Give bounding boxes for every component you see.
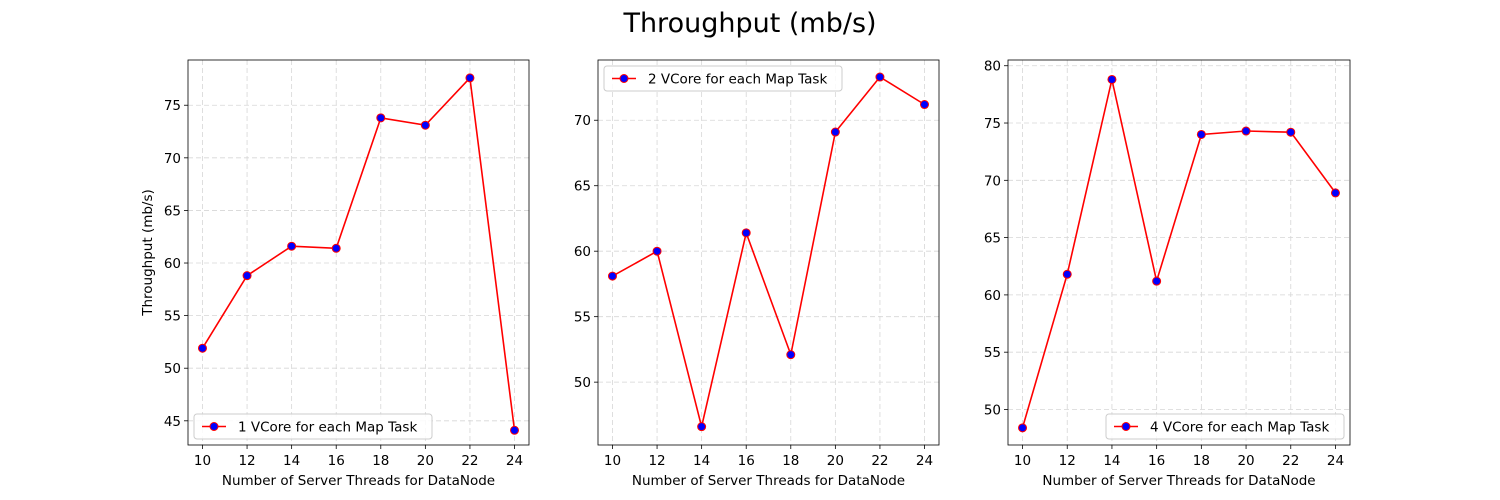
legend: 1 VCore for each Map Task [193, 413, 433, 440]
axes-frame [187, 59, 530, 446]
x-tick-label: 14 [1103, 453, 1120, 469]
data-point [1330, 188, 1340, 198]
series-line [201, 76, 516, 431]
chart-panel-2: 10 12 14 16 18 20 22 24 50 55 60 65 70 Number of Serv… [574, 59, 940, 489]
data-point [1152, 276, 1162, 286]
x-tick-label: 18 [1193, 453, 1210, 469]
chart-panel-1: 10 12 14 16 18 20 22 24 45 50 55 60 65 70 75 Number of … [140, 59, 530, 489]
x-tick-label: 24 [506, 453, 523, 469]
chart-panel-3: 10 12 14 16 18 20 22 24 50 55 60 65 70 75 80 Number of … [984, 59, 1351, 489]
y-tick-label: 55 [984, 345, 1001, 361]
data-point [287, 241, 297, 251]
data-point [920, 100, 930, 110]
axes-frame [1007, 59, 1351, 446]
legend-marker-swatch [619, 74, 629, 83]
legend-label: 4 VCore for each Map Task [1150, 420, 1329, 436]
data-point [1196, 129, 1206, 139]
x-axis-label: Number of Server Threads for DataNode [632, 473, 905, 489]
y-tick-label: 70 [574, 113, 591, 129]
data-point [331, 243, 341, 253]
chart-panels: 10 12 14 16 18 20 22 24 45 50 55 60 65 70 75 Number of … [140, 59, 1351, 489]
x-tick-label: 24 [916, 453, 933, 469]
plot-area [1008, 60, 1350, 445]
data-point [607, 271, 617, 281]
y-tick-label: 55 [164, 309, 181, 325]
x-tick-label: 22 [871, 453, 888, 469]
data-point [465, 73, 475, 83]
data-point [652, 246, 662, 256]
legend: 2 VCore for each Map Task [603, 65, 843, 92]
y-tick-label: 65 [984, 231, 1001, 247]
x-axis-label: Number of Server Threads for DataNode [1042, 473, 1315, 489]
axes-frame [597, 59, 940, 446]
data-point [1018, 423, 1028, 433]
data-point [197, 343, 207, 353]
y-tick-label: 60 [984, 288, 1001, 304]
legend-marker-swatch [209, 422, 219, 431]
data-point [242, 271, 252, 281]
x-tick-label: 16 [1148, 453, 1165, 469]
x-axis-label: Number of Server Threads for DataNode [222, 473, 495, 489]
x-tick-label: 14 [283, 453, 300, 469]
plot-area [188, 60, 529, 445]
data-point [1286, 127, 1296, 137]
y-tick-label: 50 [984, 402, 1001, 418]
legend-box [1105, 413, 1345, 440]
data-point [741, 228, 751, 238]
data-point [875, 72, 885, 82]
x-tick-label: 10 [604, 453, 621, 469]
y-tick-label: 45 [164, 414, 181, 430]
x-tick-label: 16 [328, 453, 345, 469]
x-tick-label: 24 [1327, 453, 1344, 469]
y-tick-label: 55 [574, 310, 591, 326]
y-tick-label: 60 [574, 244, 591, 260]
x-tick-label: 20 [417, 453, 434, 469]
x-tick-label: 10 [194, 453, 211, 469]
y-tick-label: 60 [164, 256, 181, 272]
y-axis-label: Throughput (mb/s) [140, 189, 156, 317]
data-point [697, 422, 707, 432]
y-tick-label: 75 [164, 98, 181, 114]
data-point [1107, 74, 1117, 84]
x-tick-label: 12 [238, 453, 255, 469]
figure-title: Throughput (mb/s) [622, 8, 876, 39]
legend-label: 1 VCore for each Map Task [238, 420, 417, 436]
x-tick-label: 14 [693, 453, 710, 469]
x-tick-label: 20 [1237, 453, 1254, 469]
x-tick-label: 20 [827, 453, 844, 469]
plot-area [598, 60, 939, 445]
y-tick-label: 65 [164, 203, 181, 219]
x-tick-label: 22 [461, 453, 478, 469]
data-point [1062, 269, 1072, 279]
data-point [830, 127, 840, 137]
series-line [1021, 79, 1337, 429]
data-point [376, 113, 386, 123]
legend-marker-swatch [1121, 422, 1131, 431]
y-tick-label: 70 [984, 173, 1001, 189]
data-point [786, 350, 796, 360]
legend-label: 2 VCore for each Map Task [648, 72, 827, 88]
y-tick-label: 50 [164, 361, 181, 377]
y-tick-label: 50 [574, 375, 591, 391]
legend-box [603, 65, 843, 92]
data-point [1241, 126, 1251, 136]
data-point [420, 120, 430, 130]
x-tick-label: 18 [782, 453, 799, 469]
series-line [612, 75, 925, 427]
x-tick-label: 10 [1014, 453, 1031, 469]
y-tick-label: 80 [984, 59, 1001, 75]
y-tick-label: 75 [984, 116, 1001, 132]
y-tick-label: 65 [574, 179, 591, 195]
x-tick-label: 12 [1059, 453, 1076, 469]
y-tick-label: 70 [164, 151, 181, 167]
legend-box [193, 413, 433, 440]
x-tick-label: 22 [1282, 453, 1299, 469]
legend: 4 VCore for each Map Task [1105, 413, 1345, 440]
x-tick-label: 12 [648, 453, 665, 469]
x-tick-label: 18 [372, 453, 389, 469]
data-point [510, 425, 520, 435]
x-tick-label: 16 [738, 453, 755, 469]
